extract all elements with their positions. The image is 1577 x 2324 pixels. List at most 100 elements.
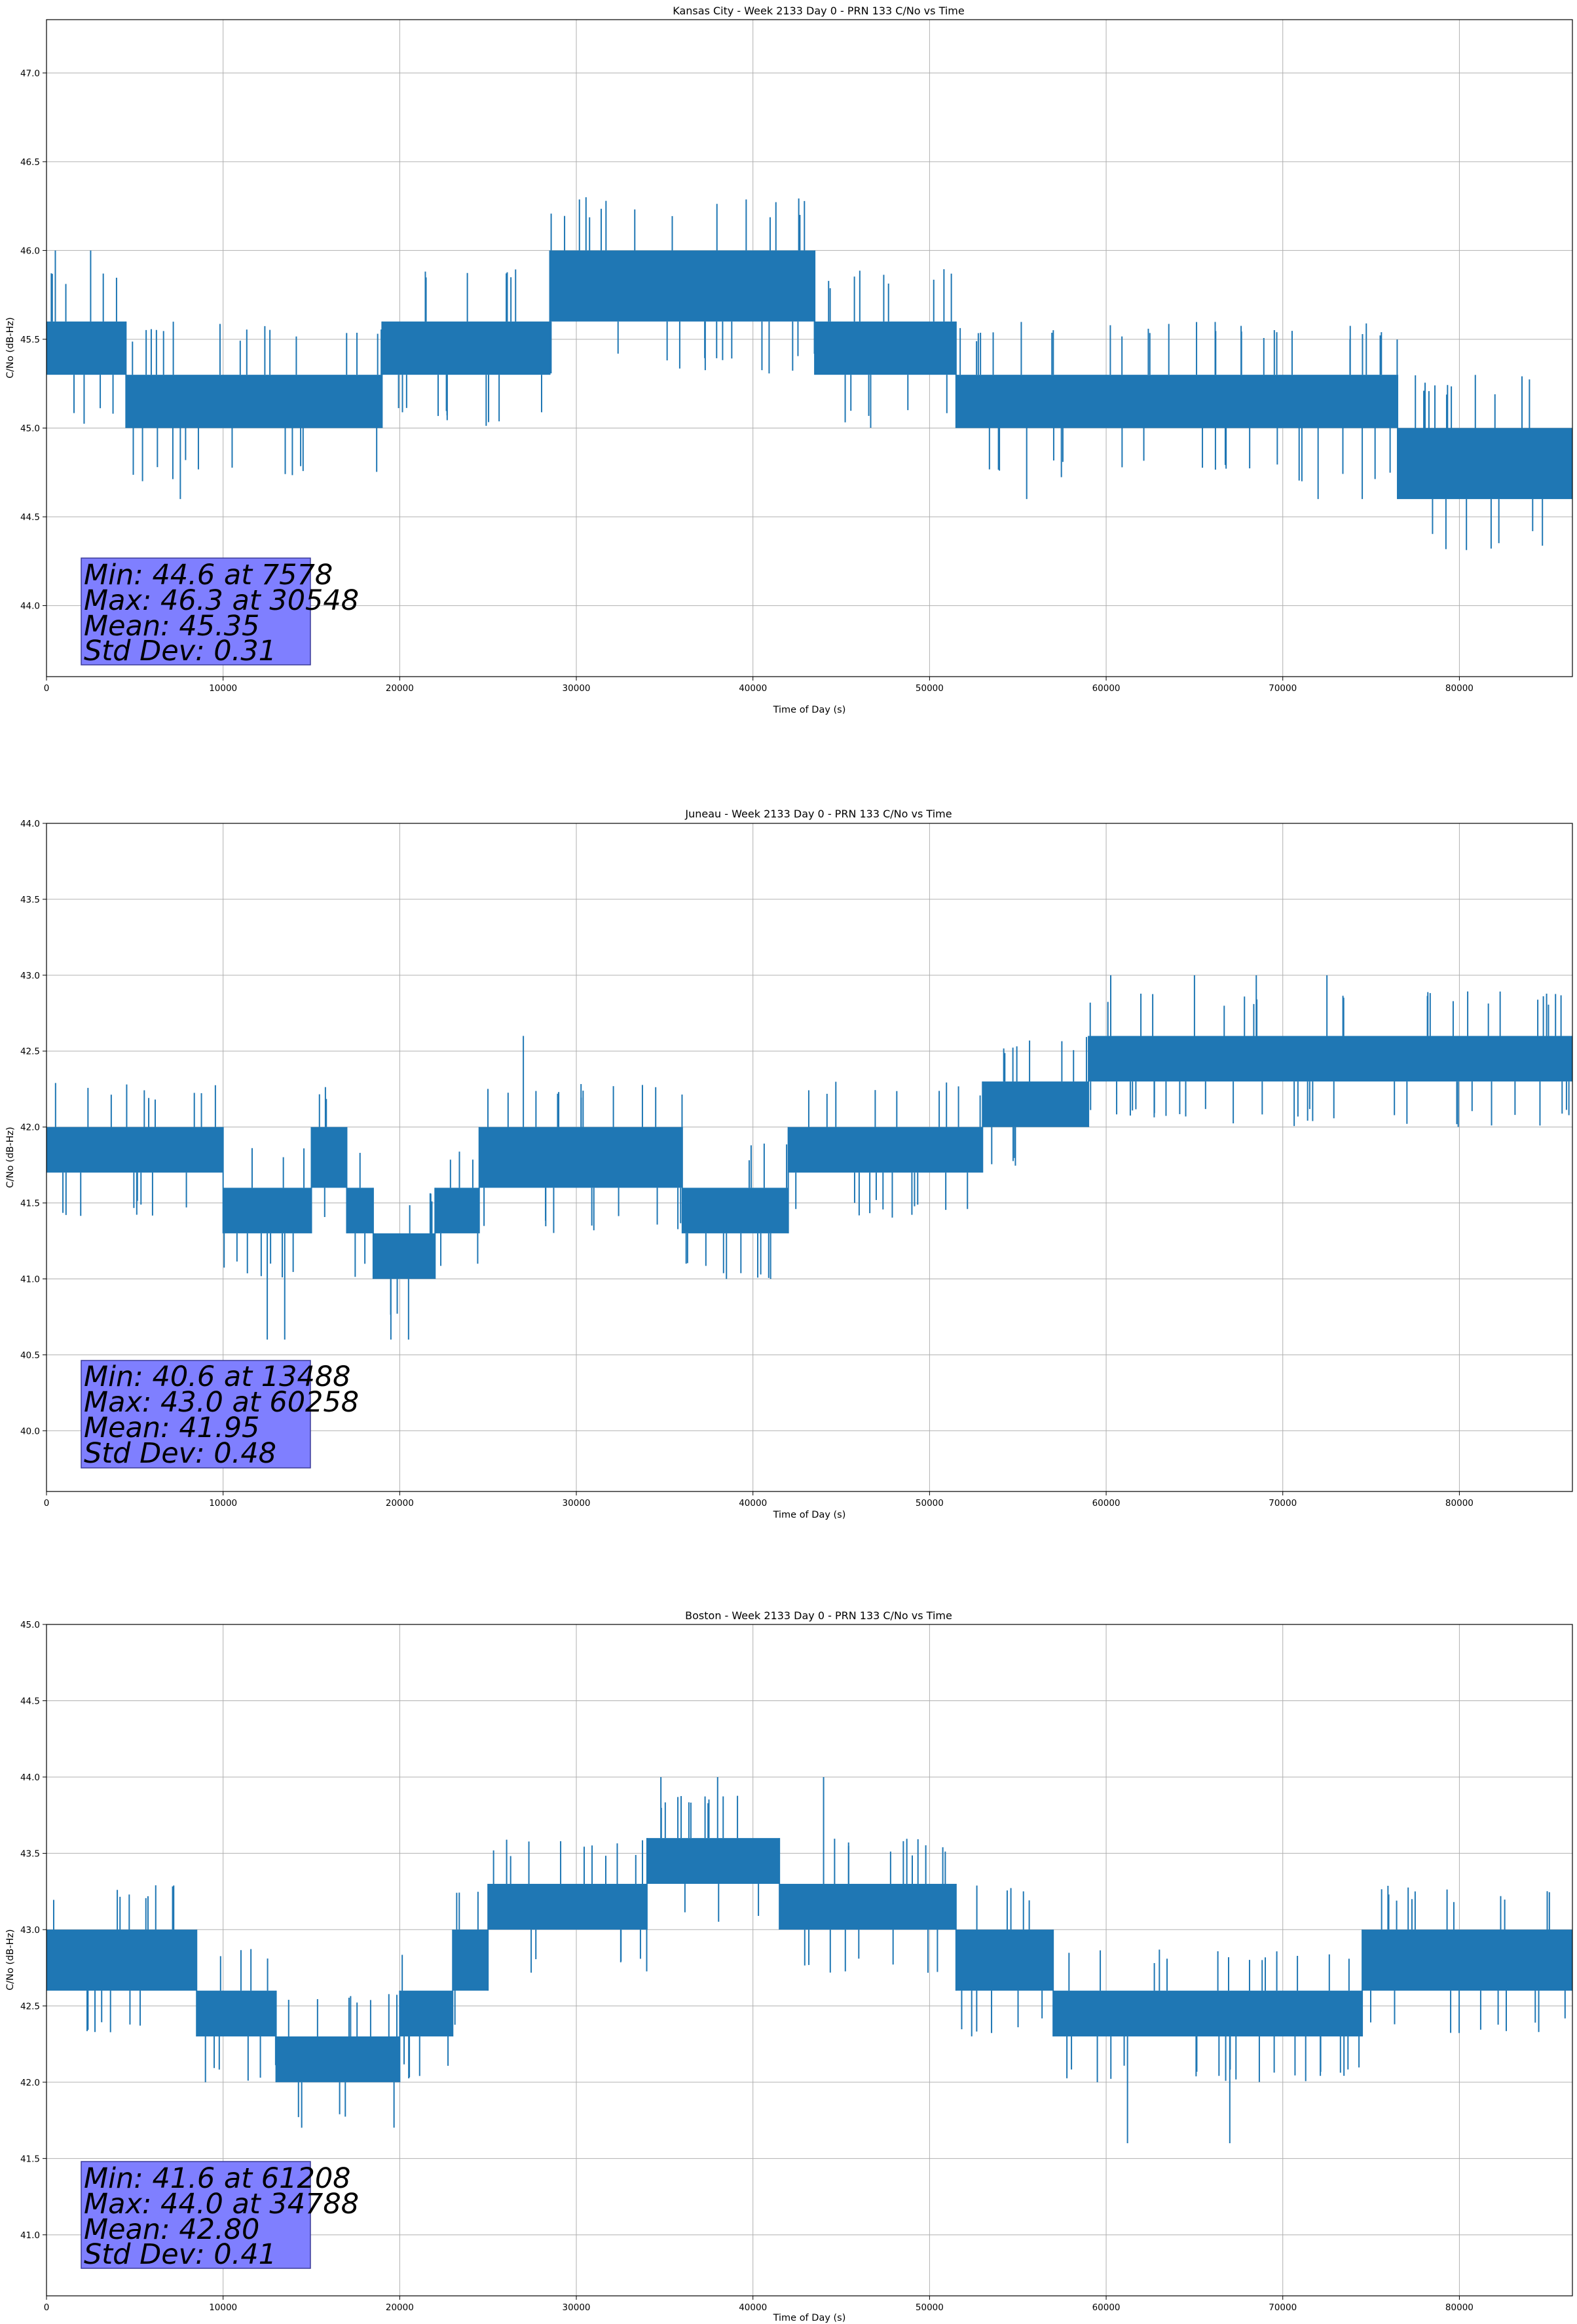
- series-band: [646, 1838, 780, 1884]
- stat-max: Max: 44.0 at 34788: [84, 2188, 359, 2221]
- x-tick-label: 0: [44, 1498, 50, 1509]
- x-tick-label: 70000: [1269, 1498, 1297, 1509]
- stats-box-background: [81, 1360, 311, 1469]
- y-tick-labels: 41.0 41.5 42.0 42.5 43.0 43.5 44.0 44.5 45.0: [20, 1620, 46, 2241]
- stat-std-dev: Std Dev: 0.31: [84, 635, 276, 667]
- y-tick-label: 44.0: [20, 1772, 40, 1783]
- series-band: [1398, 428, 1572, 499]
- chart-boston: Boston - Week 2133 Day 0 - PRN 133 C/No …: [5, 1609, 1573, 2323]
- stats-box: Min: 41.6 at 61208 Max: 44.0 at 34788 Me…: [81, 2161, 359, 2271]
- series-band: [435, 1188, 479, 1233]
- y-axis-label: C/No (dB-Hz): [5, 317, 16, 379]
- y-tick-label: 44.0: [20, 819, 40, 829]
- y-tick-label: 47.0: [20, 68, 40, 79]
- x-tick-label: 80000: [1445, 1498, 1474, 1509]
- series-band: [549, 250, 815, 322]
- series-band: [373, 1233, 436, 1279]
- y-tick-label: 42.5: [20, 2001, 40, 2012]
- stats-box: Min: 40.6 at 13488 Max: 43.0 at 60258 Me…: [81, 1360, 359, 1470]
- x-tick-label: 20000: [386, 683, 414, 694]
- x-tick-label: 30000: [563, 2302, 591, 2313]
- x-tick-label: 30000: [563, 683, 591, 694]
- x-tick-label: 10000: [209, 2302, 237, 2313]
- stat-std-dev: Std Dev: 0.41: [84, 2238, 276, 2271]
- series-band: [682, 1188, 788, 1233]
- series-band: [479, 1127, 682, 1188]
- x-tick-label: 40000: [739, 1498, 767, 1509]
- chart-juneau: Juneau - Week 2133 Day 0 - PRN 133 C/No …: [5, 808, 1573, 1520]
- y-tick-label: 44.0: [20, 601, 40, 612]
- series-band: [46, 1929, 197, 1991]
- y-axis-label: C/No (dB-Hz): [5, 1929, 16, 1991]
- series-band: [453, 1929, 489, 1991]
- chart-title: Boston - Week 2133 Day 0 - PRN 133 C/No …: [685, 1609, 952, 1622]
- plot-frame: [46, 19, 1573, 677]
- series-band: [1362, 1929, 1572, 1991]
- y-axis-label: C/No (dB-Hz): [5, 1127, 16, 1188]
- series-band: [955, 1929, 1054, 1991]
- series-band: [196, 1991, 276, 2036]
- x-axis-label: Time of Day (s): [773, 1510, 846, 1520]
- y-tick-label: 42.0: [20, 2078, 40, 2088]
- y-tick-label: 45.0: [20, 423, 40, 434]
- y-tick-label: 43.0: [20, 971, 40, 981]
- series-band: [955, 375, 1398, 428]
- y-tick-label: 41.0: [20, 1274, 40, 1284]
- y-tick-label: 46.5: [20, 157, 40, 168]
- x-axis-label: Time of Day (s): [773, 705, 846, 715]
- x-tick-label: 70000: [1269, 2302, 1297, 2313]
- x-tick-label: 80000: [1445, 2302, 1474, 2313]
- x-tick-label: 10000: [209, 1498, 237, 1509]
- stats-box: Min: 44.6 at 7578 Max: 46.3 at 30548 Mea…: [81, 557, 359, 667]
- y-tick-labels: 40.0 40.5 41.0 41.5 42.0 42.5 43.0 43.5 44.0: [20, 819, 46, 1436]
- series-band: [1088, 1036, 1572, 1082]
- x-tick-labels: 0 10000 20000 30000 40000 50000 60000 70000 8000…: [44, 1491, 1474, 1509]
- series-band: [276, 2036, 400, 2082]
- stat-max: Max: 46.3 at 30548: [84, 584, 359, 617]
- y-tick-label: 42.0: [20, 1123, 40, 1133]
- x-axis-label: Time of Day (s): [773, 2313, 846, 2323]
- series-band: [46, 1127, 223, 1173]
- series-band: [126, 375, 382, 428]
- stat-max: Max: 43.0 at 60258: [84, 1386, 359, 1419]
- x-tick-label: 10000: [209, 683, 237, 694]
- y-tick-label: 42.5: [20, 1047, 40, 1057]
- series-band: [346, 1188, 373, 1233]
- y-tick-label: 41.0: [20, 2230, 40, 2241]
- y-tick-label: 43.5: [20, 1848, 40, 1859]
- series-band: [399, 1991, 453, 2036]
- x-tick-label: 20000: [386, 2302, 414, 2313]
- x-tick-label: 60000: [1092, 2302, 1121, 2313]
- plot-frame: [46, 823, 1573, 1492]
- series-band: [311, 1127, 347, 1188]
- x-tick-label: 60000: [1092, 1498, 1121, 1509]
- chart-title: Kansas City - Week 2133 Day 0 - PRN 133 …: [673, 5, 964, 17]
- stats-box-background: [81, 2161, 311, 2269]
- x-tick-labels: 0 10000 20000 30000 40000 50000 60000 70000 8000…: [44, 677, 1474, 694]
- stat-min: Min: 44.6 at 7578: [84, 559, 333, 591]
- y-tick-label: 46.0: [20, 246, 40, 256]
- y-tick-label: 43.5: [20, 895, 40, 905]
- x-tick-label: 50000: [916, 683, 944, 694]
- stats-box-background: [81, 557, 311, 665]
- y-tick-label: 41.5: [20, 2154, 40, 2164]
- y-tick-label: 45.5: [20, 335, 40, 345]
- y-tick-label: 43.0: [20, 1925, 40, 1936]
- stat-std-dev: Std Dev: 0.48: [84, 1437, 276, 1470]
- series-band: [779, 1884, 956, 1930]
- y-tick-label: 40.0: [20, 1426, 40, 1436]
- series-line: [46, 197, 1572, 550]
- y-tick-label: 45.0: [20, 1620, 40, 1630]
- stat-mean: Mean: 41.95: [84, 1412, 259, 1444]
- x-tick-label: 0: [44, 2302, 50, 2313]
- series-line: [46, 1776, 1572, 2144]
- x-tick-label: 40000: [739, 2302, 767, 2313]
- x-tick-label: 50000: [916, 1498, 944, 1509]
- stat-min: Min: 40.6 at 13488: [84, 1360, 351, 1393]
- x-tick-label: 30000: [563, 1498, 591, 1509]
- y-tick-label: 41.5: [20, 1199, 40, 1209]
- x-tick-label: 20000: [386, 1498, 414, 1509]
- series-band: [815, 321, 956, 375]
- x-tick-label: 40000: [739, 683, 767, 694]
